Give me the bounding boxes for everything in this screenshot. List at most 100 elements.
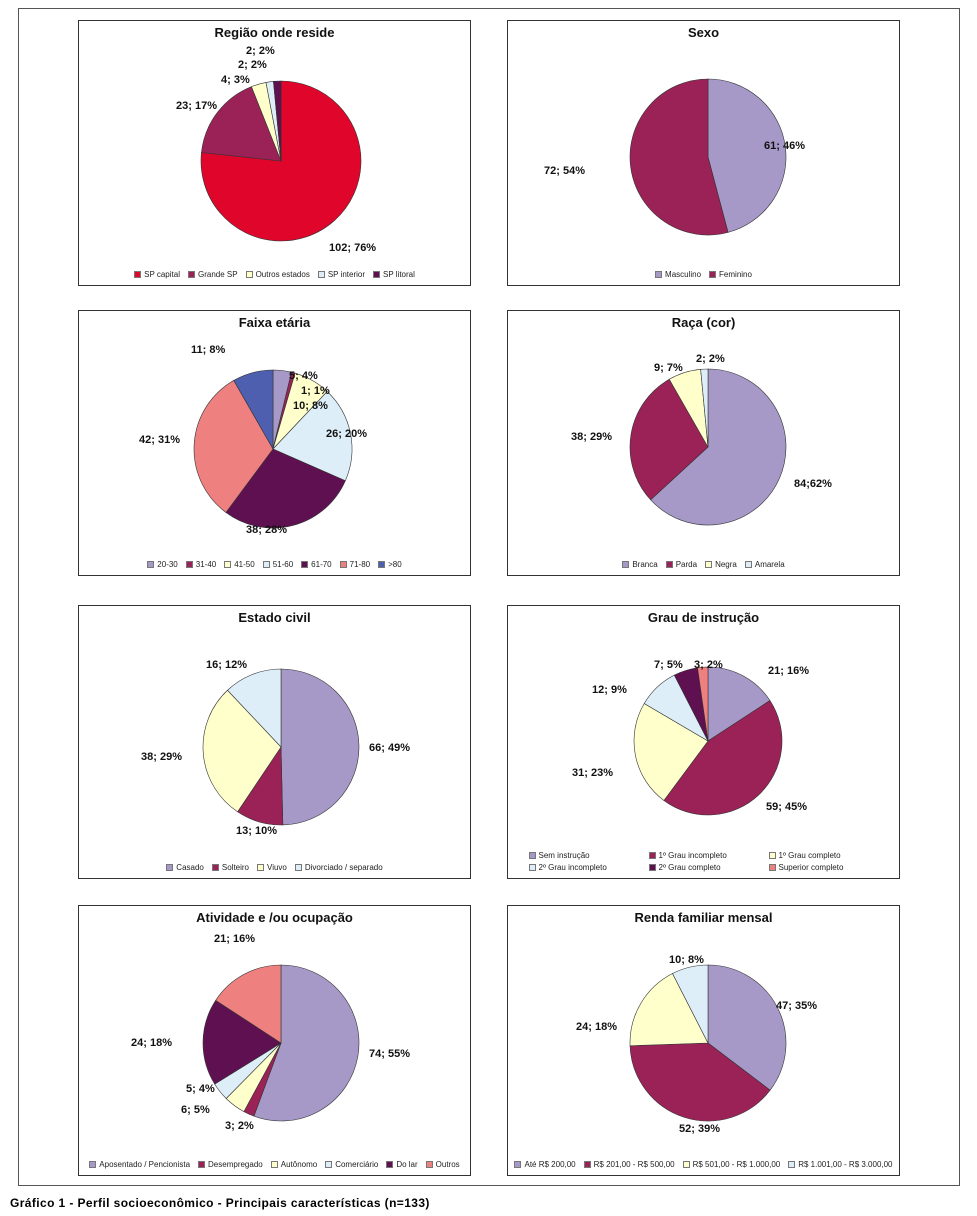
legend-label: 71-80: [349, 560, 371, 569]
pie-slice-casado: [280, 668, 360, 826]
pie-slice-at-r-200-00: [707, 964, 787, 1091]
chart-legend: SP capital Grande SP Outros estados SP inte…: [79, 270, 470, 279]
legend-item: Outros: [425, 1160, 460, 1169]
legend-item: 2º Grau completo: [648, 863, 759, 872]
pie-chart: 21; 16% 59; 45% 31; 23% 12; 9% 7; 5% 3; 2%: [572, 659, 809, 816]
legend-swatch: [425, 1161, 433, 1168]
legend-swatch: [682, 1161, 690, 1168]
legend-swatch: [211, 864, 219, 871]
pie-chart: 5; 4% 1; 1% 10; 8% 26; 20% 38; 28% 42; 31% 11;…: [139, 344, 367, 536]
legend-item: Desempregado: [198, 1160, 263, 1169]
legend-label: R$ 1.001,00 - R$ 3.000,00: [798, 1160, 893, 1169]
legend-item: Branca: [622, 560, 658, 569]
chart-legend: Até R$ 200,00 R$ 201,00 - R$ 500,00 R$ 501…: [508, 1160, 899, 1169]
legend-swatch: [655, 271, 663, 278]
legend-label: R$ 201,00 - R$ 500,00: [593, 1160, 675, 1169]
data-label: 38; 29%: [571, 431, 612, 443]
legend-label: SP capital: [144, 270, 180, 279]
legend-swatch: [262, 561, 270, 568]
legend-swatch: [768, 864, 776, 871]
legend-swatch: [648, 852, 656, 859]
pie-chart-panel: 21; 16% 59; 45% 31; 23% 12; 9% 7; 5% 3; 2% Gra…: [507, 605, 900, 879]
legend-swatch: [768, 852, 776, 859]
data-label: 21; 16%: [768, 665, 809, 677]
legend-item: Divorciado / separado: [294, 863, 383, 872]
legend-item: Amarela: [744, 560, 785, 569]
pie-slice-sp-litoral: [273, 80, 282, 162]
pie-chart-panel: 74; 55% 3; 2% 6; 5% 5; 4% 24; 18% 21; 16% Ativ…: [78, 905, 471, 1176]
legend-item: 71-80: [339, 560, 371, 569]
legend-item: 41-50: [224, 560, 255, 569]
data-label: 3; 2%: [694, 659, 723, 671]
legend-label: 2º Grau incompleto: [538, 863, 607, 872]
data-label: 74; 55%: [369, 1048, 410, 1060]
chart-legend: Casado Solteiro Viuvo Divorciado / separado: [79, 863, 470, 872]
legend-item: Feminino: [709, 270, 752, 279]
data-label: 10; 8%: [293, 400, 328, 412]
legend-swatch: [648, 864, 656, 871]
legend-item: Aposentado / Pencionista: [89, 1160, 190, 1169]
pie-chart: 61; 46% 72; 54%: [544, 78, 805, 236]
legend-swatch: [514, 1161, 522, 1168]
legend-label: Autônomo: [280, 1160, 318, 1169]
legend-swatch: [294, 864, 302, 871]
figure-frame: [18, 8, 960, 1186]
data-label: 66; 49%: [369, 742, 410, 754]
pie-slice-61-70: [225, 448, 346, 529]
pie-chart-panel: 61; 46% 72; 54% Sexo Masculino Feminino: [507, 20, 900, 286]
pie-slice-71-80: [193, 380, 274, 513]
chart-legend: Sem instrução 1º Grau incompleto 1º Grau c…: [508, 851, 899, 872]
pie-slice-sem-instru-o: [707, 666, 771, 742]
pie-slice-grande-sp: [201, 86, 282, 162]
legend-item: 61-70: [301, 560, 332, 569]
legend-swatch: [166, 864, 174, 871]
chart-title: Região onde reside: [214, 25, 335, 40]
data-label: 1; 1%: [301, 385, 330, 397]
data-label: 5; 4%: [186, 1083, 215, 1095]
legend-swatch: [788, 1161, 796, 1168]
legend-label: Viuvo: [267, 863, 287, 872]
legend-swatch: [665, 561, 673, 568]
legend-swatch: [583, 1161, 591, 1168]
pie-chart: 74; 55% 3; 2% 6; 5% 5; 4% 24; 18% 21; 16%: [131, 933, 410, 1132]
pie-slice-r-201-00-r-500-00: [629, 1042, 771, 1122]
legend-label: R$ 501,00 - R$ 1.000,00: [692, 1160, 781, 1169]
chart-legend: Branca Parda Negra Amarela: [508, 560, 899, 569]
legend-item: Grande SP: [187, 270, 238, 279]
pie-slice-r-501-00-r-1-000-00: [629, 973, 709, 1047]
legend-item: >80: [378, 560, 402, 569]
legend-swatch: [257, 864, 264, 871]
legend-item: R$ 201,00 - R$ 500,00: [583, 1160, 675, 1169]
data-label: 42; 31%: [139, 434, 180, 446]
legend-item: Até R$ 200,00: [514, 1160, 576, 1169]
data-label: 102; 76%: [329, 242, 376, 254]
data-label: 2; 2%: [696, 353, 725, 365]
legend-item: 51-60: [262, 560, 294, 569]
chart-legend: Masculino Feminino: [508, 270, 899, 279]
legend-label: Comerciário: [335, 1160, 379, 1169]
legend-label: Divorciado / separado: [304, 863, 383, 872]
legend-label: Branca: [632, 560, 658, 569]
legend-label: Até R$ 200,00: [524, 1160, 576, 1169]
data-label: 6; 5%: [181, 1104, 210, 1116]
legend-label: Desempregado: [208, 1160, 263, 1169]
legend-label: Do lar: [396, 1160, 418, 1169]
chart-legend: Aposentado / Pencionista Desempregado Autô…: [79, 1160, 470, 1169]
pie-slice-do-lar: [202, 999, 282, 1085]
legend-label: 61-70: [311, 560, 332, 569]
legend-swatch: [325, 1161, 333, 1168]
data-label: 2; 2%: [246, 45, 275, 57]
pie-chart-panel: 47; 35% 52; 39% 24; 18% 10; 8% Renda familia…: [507, 905, 900, 1176]
legend-item: SP interior: [317, 270, 365, 279]
chart-legend: 20-30 31-40 41-50 51-60 61-70 71-80 >80: [79, 560, 470, 569]
legend-item: SP capital: [134, 270, 180, 279]
legend-swatch: [134, 271, 142, 278]
data-label: 13; 10%: [236, 825, 277, 837]
legend-item: Parda: [665, 560, 697, 569]
legend-label: 51-60: [272, 560, 294, 569]
legend-swatch: [245, 271, 253, 278]
data-label: 61; 46%: [764, 140, 805, 152]
legend-item: Sem instrução: [528, 851, 639, 860]
legend-label: 2º Grau completo: [658, 863, 721, 872]
pie-slice-1-grau-completo: [633, 703, 709, 801]
